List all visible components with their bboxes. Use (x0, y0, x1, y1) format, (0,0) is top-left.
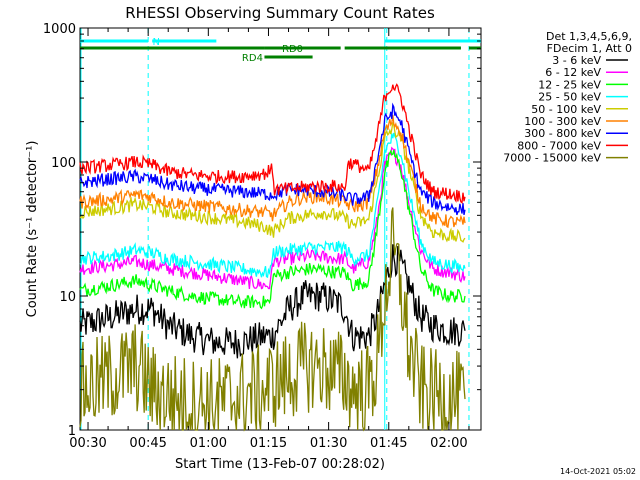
x-tick-label: 00:30 (69, 436, 106, 451)
y-tick-label: 100 (51, 156, 76, 171)
y-tick-label: 1 (68, 424, 76, 439)
plot-frame (79, 27, 482, 431)
x-tick-label: 01:45 (370, 436, 407, 451)
flag-label-n: N (152, 37, 159, 48)
legend-header-2: FDecim 1, Att 0 (547, 42, 632, 55)
x-tick-label: 00:45 (129, 436, 166, 451)
x-tick-label: 01:00 (190, 436, 227, 451)
chart-title: RHESSI Observing Summary Count Rates (125, 4, 435, 22)
x-tick-label: 02:00 (430, 436, 467, 451)
flag-label-rd0: RD0 (282, 44, 303, 55)
x-tick-label: 01:30 (310, 436, 347, 451)
legend-header-1: Det 1,3,4,5,6,9, (546, 30, 632, 43)
series-line-3 (79, 132, 466, 279)
axes: 00:30 00:45 01:00 01:15 01:30 01:45 02:00 1 10 10… (43, 22, 481, 451)
legend-label: 6 - 12 keV (545, 66, 601, 79)
series-line-2 (79, 149, 466, 310)
y-axis-label: Count Rate (s⁻¹ detector⁻¹) (25, 141, 40, 318)
legend-label: 7000 - 15000 keV (503, 152, 601, 165)
series-line-6 (79, 102, 466, 216)
series-line-5 (79, 114, 466, 229)
legend-label: 3 - 6 keV (552, 54, 601, 67)
footer-timestamp: 14-Oct-2021 05:02 (560, 467, 636, 476)
legend-label: 800 - 7000 keV (517, 139, 601, 152)
legend-label: 50 - 100 keV (531, 103, 601, 116)
series-lines (79, 83, 466, 432)
legend-label: 100 - 300 keV (524, 115, 601, 128)
y-tick-label: 10 (59, 290, 76, 305)
attenuator-bars: N RD0 RD4 (80, 37, 481, 64)
series-line-4 (79, 122, 466, 243)
flag-label-rd4: RD4 (242, 53, 263, 64)
legend-label: 12 - 25 keV (538, 78, 601, 91)
series-line-7 (79, 83, 466, 204)
legend-label: 25 - 50 keV (538, 91, 601, 104)
y-tick-label: 1000 (43, 22, 76, 37)
legend-label: 300 - 800 keV (524, 127, 601, 140)
series-line-8 (79, 207, 466, 432)
series-line-0 (79, 244, 466, 359)
x-axis-label: Start Time (13-Feb-07 00:28:02) (175, 457, 385, 472)
series-line-1 (79, 146, 466, 290)
x-tick-label: 01:15 (250, 436, 287, 451)
